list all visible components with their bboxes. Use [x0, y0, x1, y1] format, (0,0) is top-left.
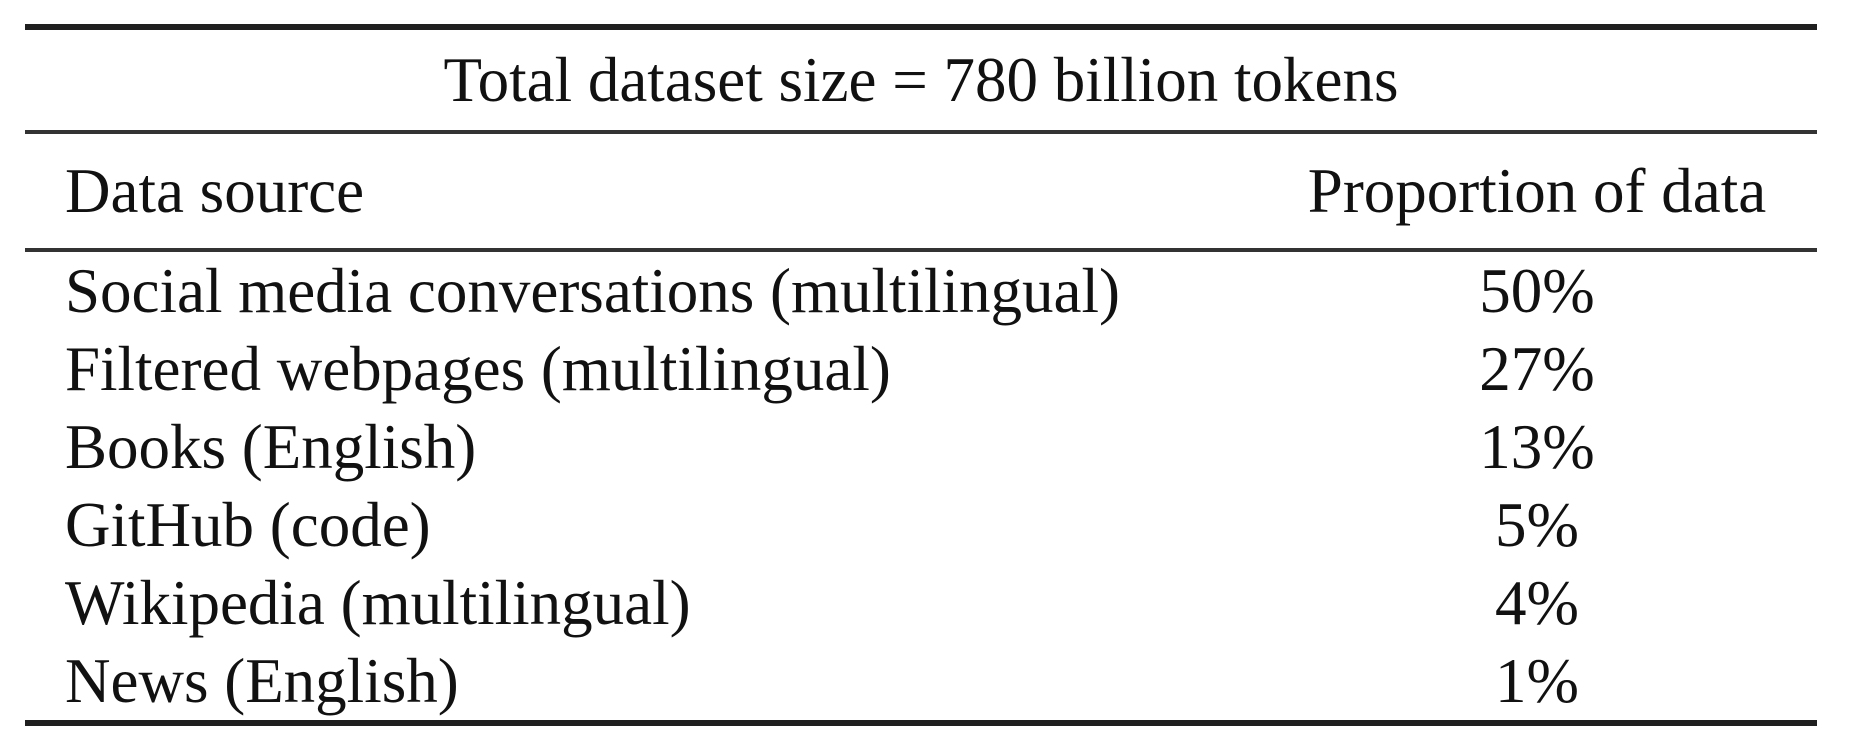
data-source-cell: Wikipedia (multilingual) [65, 567, 691, 638]
dataset-composition-table: Total dataset size = 780 billion tokens … [25, 24, 1817, 726]
header-separator-rule [25, 248, 1817, 252]
proportion-cell: 13% [1479, 411, 1595, 482]
proportion-cell: 1% [1495, 645, 1579, 716]
column-header-proportion: Proportion of data [1307, 155, 1767, 226]
proportion-cell: 27% [1479, 333, 1595, 404]
data-source-cell: Social media conversations (multilingual… [65, 255, 1121, 326]
table-row: Filtered webpages (multilingual) 27% [25, 330, 1817, 408]
table-title-row: Total dataset size = 780 billion tokens [25, 30, 1817, 130]
table-row: News (English) 1% [25, 642, 1817, 720]
proportion-cell: 5% [1495, 489, 1579, 560]
table-row: GitHub (code) 5% [25, 486, 1817, 564]
data-source-cell: Filtered webpages (multilingual) [65, 333, 891, 404]
table-row: Social media conversations (multilingual… [25, 252, 1817, 330]
table-title: Total dataset size = 780 billion tokens [443, 44, 1399, 115]
column-header-data-source: Data source [65, 155, 365, 226]
table-header-row: Data source Proportion of data [25, 134, 1817, 248]
data-source-cell: News (English) [65, 645, 459, 716]
title-separator-rule [25, 130, 1817, 134]
top-rule [25, 24, 1817, 30]
data-source-cell: Books (English) [65, 411, 477, 482]
proportion-cell: 4% [1495, 567, 1579, 638]
data-source-cell: GitHub (code) [65, 489, 431, 560]
proportion-cell: 50% [1479, 255, 1595, 326]
table-row: Wikipedia (multilingual) 4% [25, 564, 1817, 642]
bottom-rule [25, 720, 1817, 726]
table-row: Books (English) 13% [25, 408, 1817, 486]
table-body: Social media conversations (multilingual… [25, 252, 1817, 720]
